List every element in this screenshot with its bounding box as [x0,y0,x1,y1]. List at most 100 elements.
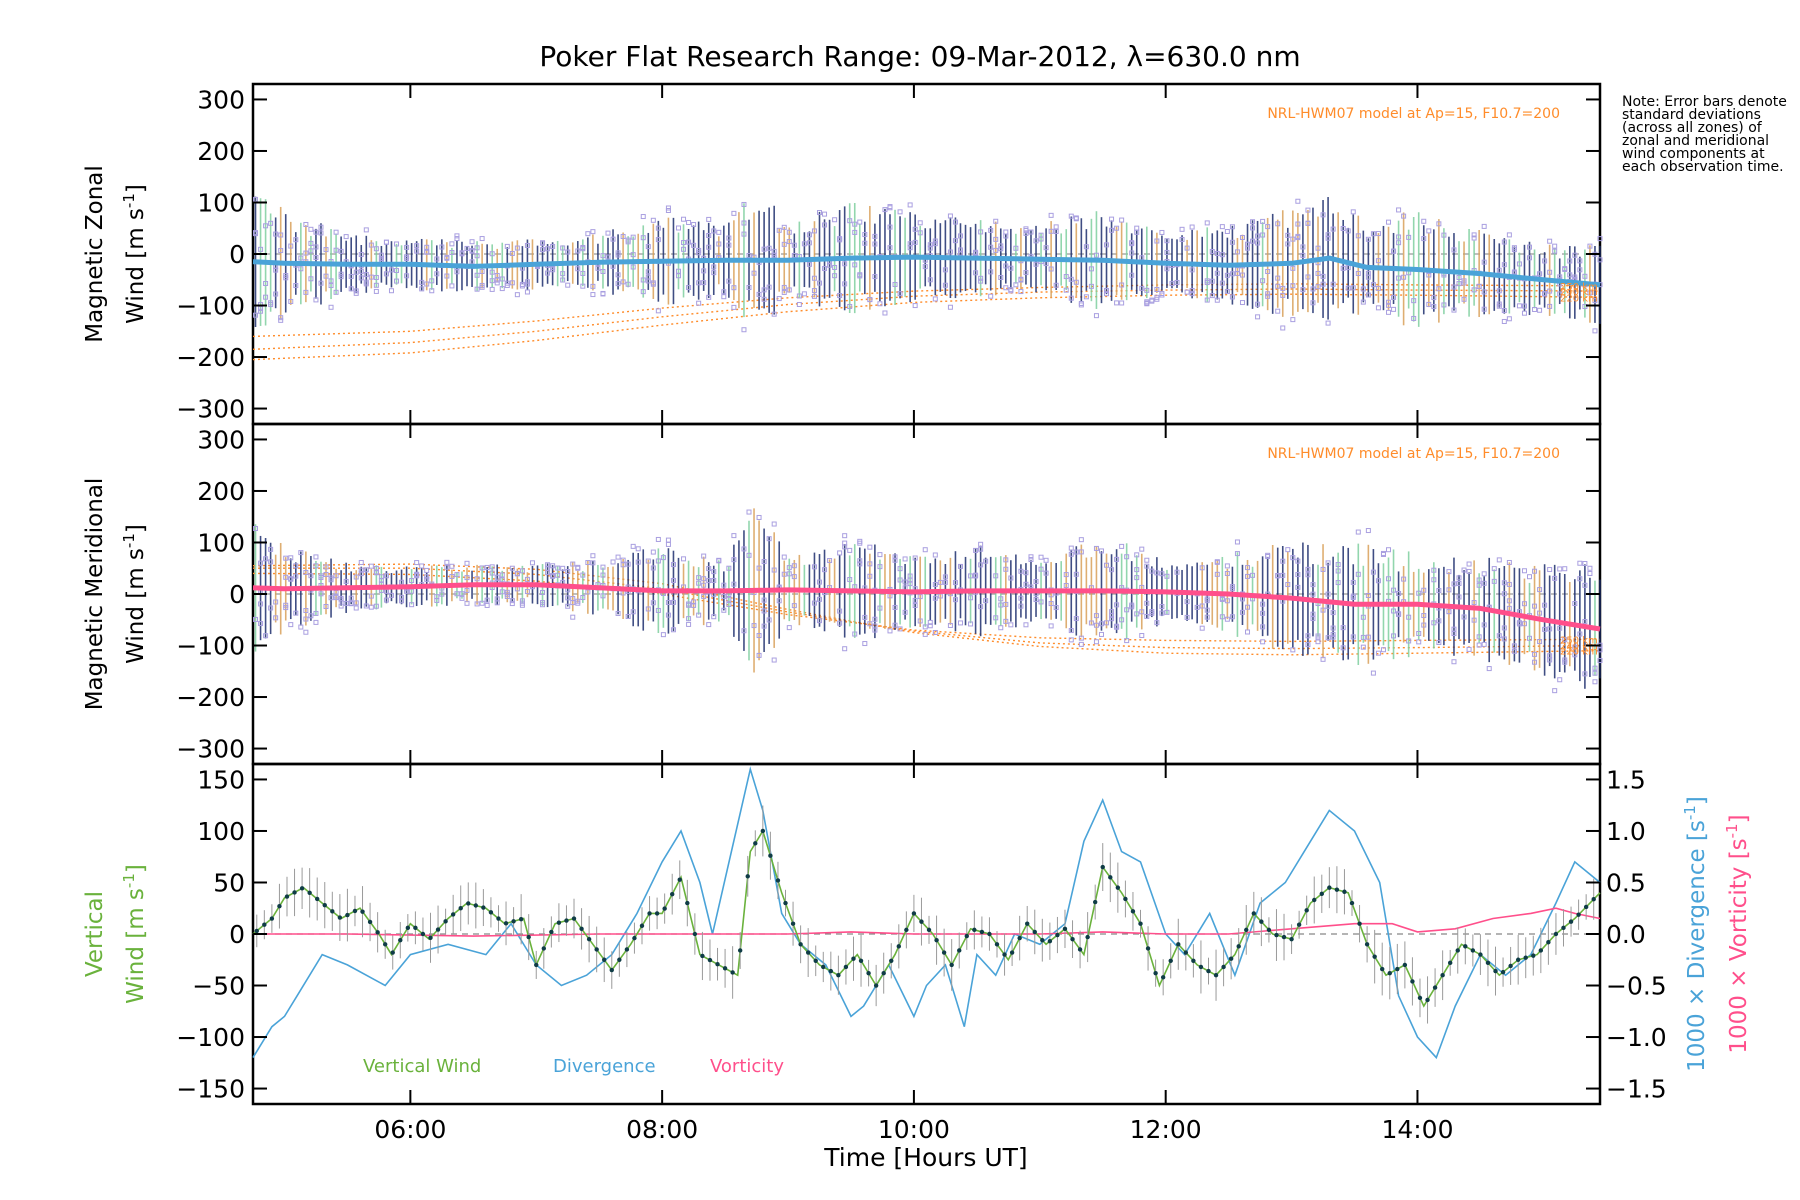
error-bar-note: Note: Error bars denote standard deviati… [1622,94,1787,175]
meridional-scatter-point [1275,573,1281,579]
zonal-scatter-point [565,249,571,255]
vertical-point [798,942,803,947]
zonal-scatter-point [862,232,868,238]
vertical-point [1017,935,1022,941]
zonal-scatter-point [313,244,319,250]
meridional-scatter-point [1164,609,1170,615]
meridional-scatter-point [766,536,772,542]
meridional-scatter-point [756,652,762,658]
vertical-y-tick-label: 0 [229,920,245,949]
meridional-scatter-point [1355,529,1361,535]
zonal-scatter-point [368,274,374,280]
vertical-point [889,958,894,963]
meridional-scatter-point [1229,584,1235,590]
zonal-scatter-point [1164,266,1170,272]
meridional-scatter-point [1224,598,1230,604]
zonal-scatter-point [424,249,430,255]
zonal-scatter-point [816,210,822,216]
x-axis-label: Time [Hours UT] [823,1143,1027,1172]
meridional-scatter-point [927,623,933,629]
zonal-scatter-point [1290,283,1296,289]
meridional-scatter-point [655,558,661,564]
meridional-scatter-point [1572,644,1578,650]
zonal-scatter-point [1577,267,1583,273]
vertical-point [654,911,660,916]
zonal-scatter-point [424,244,430,250]
zonal-scatter-point [333,229,339,235]
vertical-point [972,927,977,933]
zonal-scatter-point [625,239,631,245]
meridional-scatter-point [665,541,671,547]
vertical-point [979,929,985,935]
zonal-scatter-point [1305,207,1311,213]
zonal-scatter-point [560,271,566,277]
vertical-point [1085,934,1090,940]
meridional-scatter-point [1506,598,1512,604]
meridional-scatter-point [464,560,470,566]
meridional-scatter-point [978,604,984,610]
meridional-ylabel-units: Wind [m s-1] [120,524,149,664]
zonal-scatter-point [1547,288,1553,294]
vertical-point [564,918,569,923]
meridional-scatter-point [897,626,903,632]
meridional-scatter-point [615,610,621,616]
zonal-scatter-point [258,308,264,314]
zonal-scatter-point [721,294,727,300]
vertical-point [715,962,720,967]
zonal-scatter-point [761,287,767,293]
zonal-scatter-point [1411,315,1417,321]
vertical-point [836,973,841,978]
meridional-scatter-point [857,540,863,546]
meridional-scatter-point [1204,614,1210,620]
zonal-scatter-point [1501,308,1507,314]
zonal-scatter-point [1109,216,1115,222]
panel-vertical: −150 −100 −50 0 50 100 150 −1.5 −1.0 −0.5 0.0 0.5 1.… [82,762,1752,1106]
meridional-scatter-point [1260,610,1266,616]
zonal-scatter-point [615,250,621,256]
zonal-scatter-point [872,233,878,239]
zonal-scatter-point [1053,282,1059,288]
zonal-scatter-point [897,209,903,215]
meridional-scatter-point [731,557,737,563]
zonal-scatter-point [1038,232,1044,238]
zonal-scatter-point [1501,239,1507,245]
zonal-scatter-point [1214,297,1220,303]
meridional-scatter-point [1219,595,1225,601]
zonal-scatter-point [383,239,389,245]
zonal-scatter-point [766,284,772,290]
zonal-scatter-point [847,218,853,224]
meridional-scatter-point [927,619,933,625]
zonal-scatter-point [877,301,883,307]
zonal-scatter-point [1119,300,1125,306]
meridional-scatter-point [957,563,963,569]
meridional-scatter-point [1119,617,1125,623]
meridional-scatter-point [1018,595,1024,601]
zonal-scatter-point [464,245,470,251]
meridional-scatter-point [373,603,379,609]
meridional-scatter-point [660,555,666,561]
meridional-scatter-point [872,627,878,633]
vertical-point [609,967,614,973]
vertical-point [534,962,539,968]
divergence-y-tick-label: 1.5 [1606,765,1646,794]
zonal-scatter-point [776,296,782,302]
zonal-scatter-point [1320,212,1326,218]
vertical-point [858,958,864,963]
zonal-scatter-point [1189,267,1195,273]
zonal-scatter-point [1239,300,1245,306]
zonal-scatter-point [1547,303,1553,309]
meridional-scatter-point [1547,626,1553,632]
x-tick-label: 12:00 [1130,1115,1202,1144]
zonal-scatter-point [816,280,822,286]
zonal-scatter-point [676,225,682,231]
zonal-scatter-point [852,262,858,268]
meridional-y-tick-label: 200 [197,477,245,506]
zonal-scatter-point [1451,307,1457,313]
zonal-scatter-point [580,246,586,252]
meridional-scatter-point [1245,629,1251,635]
meridional-scatter-point [1557,677,1563,683]
zonal-scatter-point [368,242,374,248]
vertical-point [851,956,856,961]
meridional-scatter-point [1365,634,1371,640]
